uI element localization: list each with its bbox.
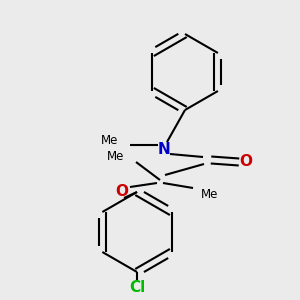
Text: O: O xyxy=(116,184,128,200)
Text: O: O xyxy=(239,154,253,169)
Text: Cl: Cl xyxy=(129,280,145,296)
Text: Me: Me xyxy=(100,134,118,146)
Text: Me: Me xyxy=(106,151,124,164)
Text: N: N xyxy=(158,142,170,158)
Text: Me: Me xyxy=(201,188,218,202)
